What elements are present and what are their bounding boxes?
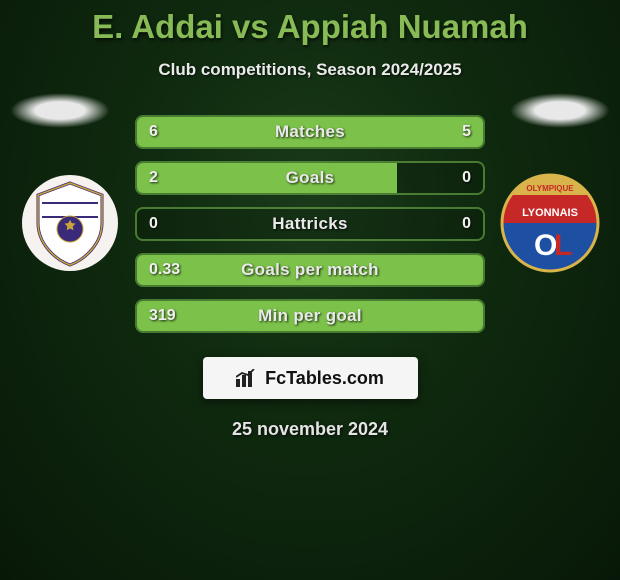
- player-right-shadow: [510, 93, 610, 128]
- stat-value-right: 0: [462, 169, 471, 187]
- stat-value-right: 5: [462, 123, 471, 141]
- stat-label: Hattricks: [137, 214, 483, 234]
- player-left-shadow: [10, 93, 110, 128]
- stat-label: Min per goal: [137, 306, 483, 326]
- svg-text:LYONNAIS: LYONNAIS: [522, 207, 578, 219]
- bar-min-per-goal: 319 Min per goal: [135, 299, 485, 333]
- ol-badge-icon: OLYMPIQUE LYONNAIS O L: [500, 173, 600, 273]
- bar-goals: 2 Goals 0: [135, 161, 485, 195]
- svg-text:L: L: [554, 229, 572, 262]
- shield-icon: [20, 173, 120, 273]
- page-title: E. Addai vs Appiah Nuamah: [0, 0, 620, 46]
- bar-matches: 6 Matches 5: [135, 115, 485, 149]
- bar-chart-icon: [236, 369, 258, 387]
- stat-label: Goals: [137, 168, 483, 188]
- stat-value-right: 0: [462, 215, 471, 233]
- page-subtitle: Club competitions, Season 2024/2025: [0, 60, 620, 80]
- stat-label: Matches: [137, 122, 483, 142]
- branding-badge[interactable]: FcTables.com: [203, 357, 418, 399]
- svg-text:OLYMPIQUE: OLYMPIQUE: [526, 184, 574, 193]
- club-badge-left: [20, 173, 120, 273]
- generation-date: 25 november 2024: [0, 419, 620, 440]
- club-badge-right: OLYMPIQUE LYONNAIS O L: [500, 173, 600, 273]
- bar-hattricks: 0 Hattricks 0: [135, 207, 485, 241]
- comparison-stage: OLYMPIQUE LYONNAIS O L 6 Matches 5 2 Goa…: [0, 115, 620, 440]
- branding-text: FcTables.com: [265, 368, 384, 389]
- stat-label: Goals per match: [137, 260, 483, 280]
- bar-goals-per-match: 0.33 Goals per match: [135, 253, 485, 287]
